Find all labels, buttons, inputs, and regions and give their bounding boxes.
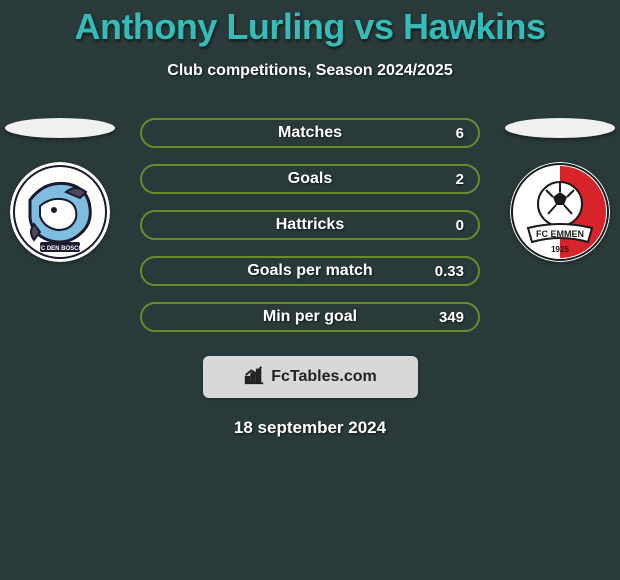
player1-club-logo: FC DEN BOSCH <box>10 162 110 262</box>
fctables-label: FcTables.com <box>271 368 377 386</box>
player1-name: Anthony Lurling <box>74 6 344 47</box>
svg-text:FC DEN BOSCH: FC DEN BOSCH <box>37 246 83 252</box>
stat-row: Hattricks 0 <box>140 210 480 240</box>
stats-area: FC DEN BOSCH FC EMMEN 1925 Matches 6 Goals… <box>0 118 620 332</box>
player2-club-logo: FC EMMEN 1925 <box>510 162 610 262</box>
player-right-column: FC EMMEN 1925 <box>500 118 620 262</box>
comparison-title: Anthony Lurling vs Hawkins <box>0 0 620 48</box>
stat-rows: Matches 6 Goals 2 Hattricks 0 Goals per match 0… <box>140 118 480 332</box>
stat-right-value: 0.33 <box>435 263 464 280</box>
stat-row: Matches 6 <box>140 118 480 148</box>
svg-text:FC EMMEN: FC EMMEN <box>536 229 584 239</box>
stat-right-value: 6 <box>456 125 464 142</box>
subtitle: Club competitions, Season 2024/2025 <box>0 62 620 80</box>
player1-avatar <box>5 118 115 138</box>
comparison-date: 18 september 2024 <box>0 418 620 438</box>
fctables-attribution[interactable]: FcTables.com <box>203 356 418 398</box>
stat-row: Goals 2 <box>140 164 480 194</box>
stat-label: Goals per match <box>247 262 372 280</box>
player2-name: Hawkins <box>403 6 546 47</box>
stat-row: Min per goal 349 <box>140 302 480 332</box>
chart-icon <box>243 364 265 391</box>
stat-label: Min per goal <box>263 308 357 326</box>
stat-row: Goals per match 0.33 <box>140 256 480 286</box>
stat-label: Hattricks <box>276 216 344 234</box>
vs-text: vs <box>354 6 393 47</box>
stat-right-value: 349 <box>439 309 464 326</box>
stat-right-value: 2 <box>456 171 464 188</box>
stat-label: Goals <box>288 170 332 188</box>
player2-avatar <box>505 118 615 138</box>
player-left-column: FC DEN BOSCH <box>0 118 120 262</box>
stat-label: Matches <box>278 124 342 142</box>
stat-right-value: 0 <box>456 217 464 234</box>
svg-text:1925: 1925 <box>551 245 569 254</box>
